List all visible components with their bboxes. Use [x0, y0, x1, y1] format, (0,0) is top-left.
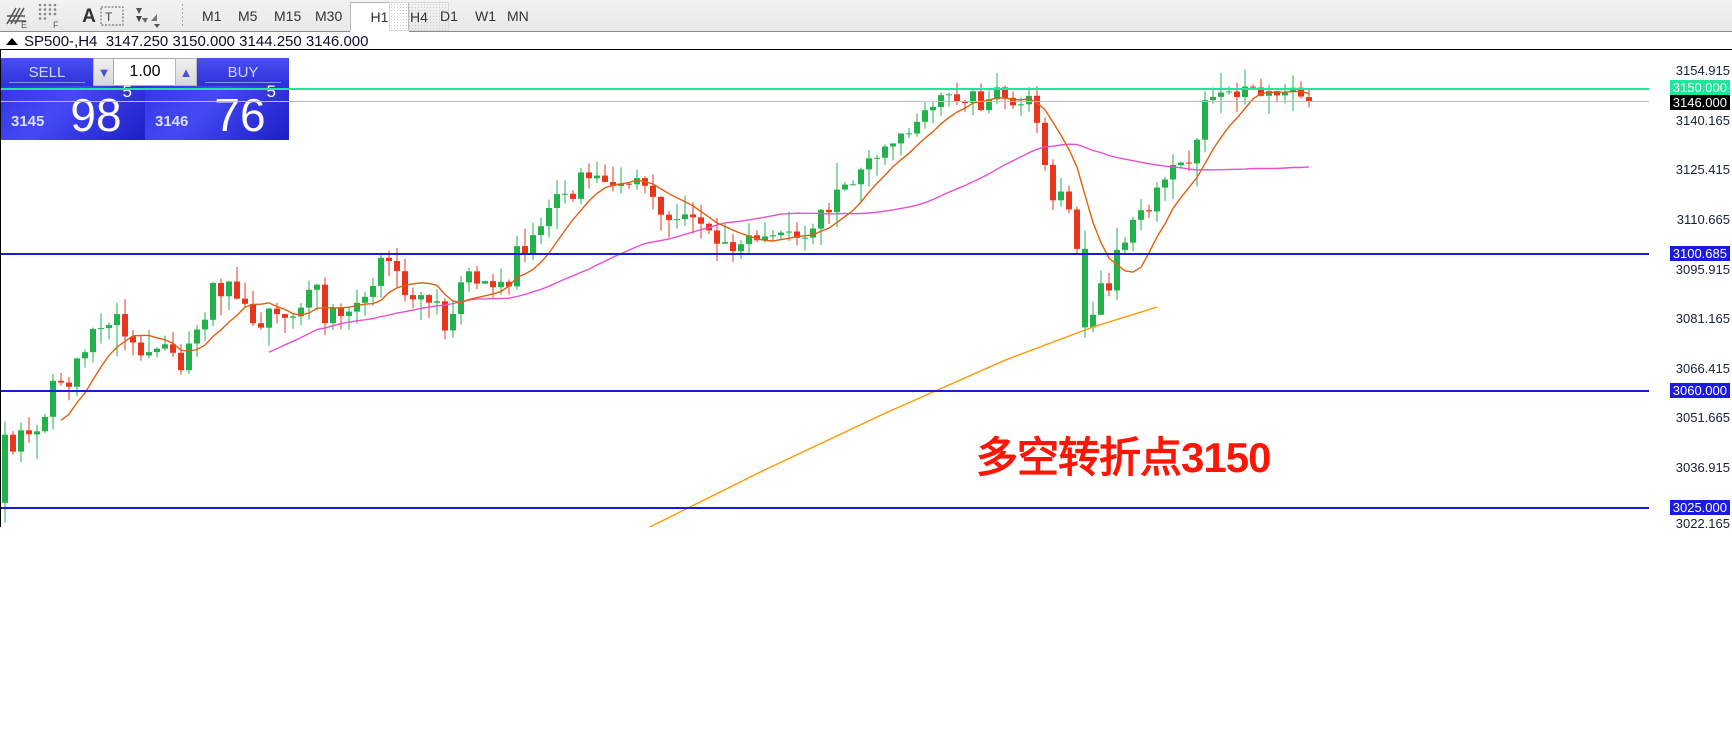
- svg-text:T: T: [105, 10, 113, 24]
- svg-text:E: E: [21, 20, 27, 29]
- svg-text:F: F: [53, 20, 59, 29]
